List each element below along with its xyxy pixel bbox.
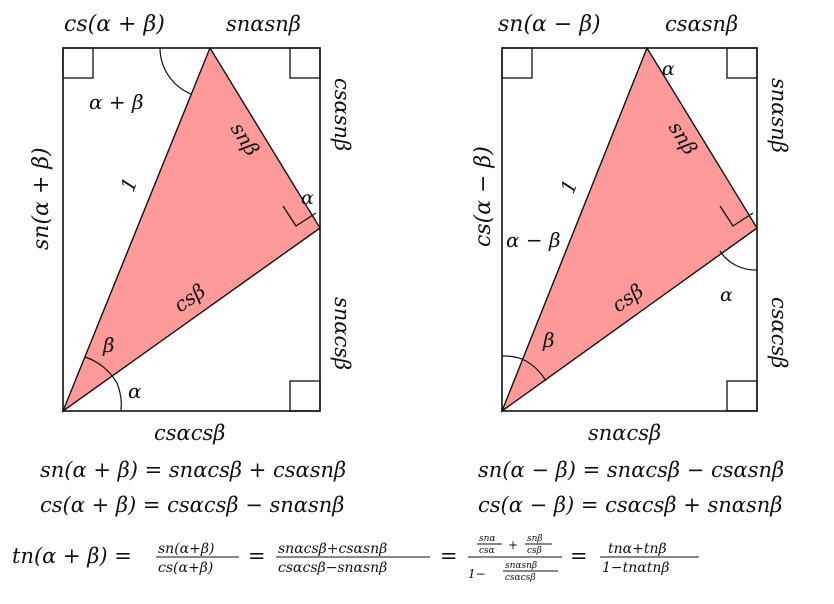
right-angle-arc-alpha-right (719, 250, 758, 271)
right-rectangle (501, 47, 758, 412)
right-angle-beta-label: β (542, 328, 555, 352)
tn-frac4-den: 1−tnαtnβ (602, 560, 669, 576)
right-label-left-side: cs(α − β) (471, 146, 496, 247)
eq-sn-sum: sn(α + β) = snαcsβ + csαsnβ (40, 458, 346, 482)
left-label-top-right: snαsnβ (226, 12, 301, 36)
tn-frac2-den: csαcsβ−snαsnβ (278, 560, 387, 576)
right-angle-diff-label: α − β (506, 228, 561, 252)
right-right-angle-square (719, 205, 754, 227)
tn-f3-n2-den: csβ (527, 546, 542, 556)
left-angle-arc-beta (84, 356, 118, 384)
right-corner-box-tr (726, 47, 758, 79)
right-angle-arc-beta (521, 358, 547, 382)
tn-f3-n1-num: snα (479, 534, 496, 544)
equations: sn(α + β) = snαcsβ + csαsnβ cs(α + β) = … (12, 458, 784, 583)
tn-lhs: tn(α + β) = (12, 544, 132, 568)
left-corner-box-tl (62, 47, 94, 79)
right-label-top-left: sn(α − β) (498, 12, 601, 37)
left-right-angle-square (282, 205, 317, 227)
left-triangle (61, 46, 321, 413)
right-angle-arc-diff (501, 355, 523, 360)
left-corner-box-tr (289, 47, 321, 79)
eq-cs-sum: cs(α + β) = csαcsβ − snαsnβ (40, 493, 344, 517)
left-angle-alpha-bottom-label: α (128, 379, 142, 403)
eq-cs-diff: cs(α − β) = csαcsβ + snαsnβ (478, 493, 782, 517)
right-angle-alpha-right-label: α (720, 284, 733, 306)
tn-f3-one: 1− (468, 567, 486, 581)
left-angle-arc-sum (159, 47, 192, 95)
tn-eq2: = (440, 544, 458, 568)
left-angle-sum-label: α + β (89, 90, 144, 114)
right-hyp-label: 1 (555, 176, 582, 197)
right-angle-alpha-top-label: α (662, 58, 675, 80)
eq-sn-diff: sn(α − β) = snαcsβ − csαsnβ (478, 458, 784, 482)
tn-frac1-num: sn(α+β) (158, 541, 214, 557)
left-diagram: cs(α + β) snαsnβ sn(α + β) csαsnβ snαcsβ… (29, 12, 354, 445)
left-label-bottom: csαcsβ (154, 421, 225, 445)
tn-frac4-num: tnα+tnβ (608, 541, 667, 557)
tn-f3-d-num: snαsnβ (505, 561, 537, 571)
left-hyp-label: 1 (115, 174, 142, 195)
right-corner-box-tl (501, 47, 533, 79)
left-corner-box-br (289, 380, 321, 412)
left-label-right-upper: csαsnβ (330, 78, 354, 151)
tn-f3-d-den: csαcsβ (505, 573, 536, 583)
right-label-top-right: csαsnβ (665, 12, 738, 36)
left-angle-arc-alpha (116, 382, 122, 412)
left-label-right-lower: snαcsβ (330, 297, 354, 370)
tn-eq1: = (248, 544, 266, 568)
left-label-left-side: sn(α + β) (29, 147, 54, 250)
right-corner-box-br (726, 380, 758, 412)
right-label-right-upper: snαsnβ (767, 78, 791, 153)
tn-frac1-den: cs(α+β) (158, 560, 213, 576)
right-label-right-lower: csαcsβ (767, 297, 791, 368)
tn-f3-n1-den: csα (479, 546, 495, 556)
right-label-bottom: snαcsβ (588, 421, 661, 445)
eq-tan-expansion: tn(α + β) = sn(α+β) cs(α+β) = snαcsβ+csα… (12, 534, 699, 583)
right-triangle (500, 46, 758, 413)
tn-f3-n2-num: snβ (527, 534, 543, 544)
left-rectangle (62, 47, 321, 412)
tn-frac2-num: snαcsβ+csαsnβ (278, 541, 387, 557)
left-label-top-left: cs(α + β) (64, 12, 165, 37)
right-diagram: sn(α − β) csαsnβ cs(α − β) snαsnβ csαcsβ… (471, 12, 791, 445)
left-angle-beta-label: β (102, 333, 115, 357)
tn-f3-plus: + (508, 538, 518, 552)
tn-eq3: = (570, 544, 588, 568)
left-angle-alpha-right-label: α (301, 187, 314, 209)
